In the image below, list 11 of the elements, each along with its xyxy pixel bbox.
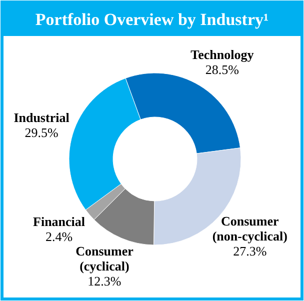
slice-label: Technology: [190, 47, 254, 62]
data-label: 12.3%: [88, 274, 122, 289]
slice-label: Industrial: [14, 110, 70, 125]
slice-label: Consumer (non-cyclical): [212, 213, 288, 244]
data-label: 28.5%: [205, 62, 240, 78]
slice-label: Financial: [33, 214, 86, 230]
data-label: 2.4%: [45, 229, 73, 244]
chart-title: Portfolio Overview by Industry¹: [35, 10, 269, 29]
data-label: 29.5%: [24, 124, 58, 140]
data-label: 27.3%: [233, 243, 267, 258]
slice-label: Consumer (cyclical): [76, 244, 134, 274]
